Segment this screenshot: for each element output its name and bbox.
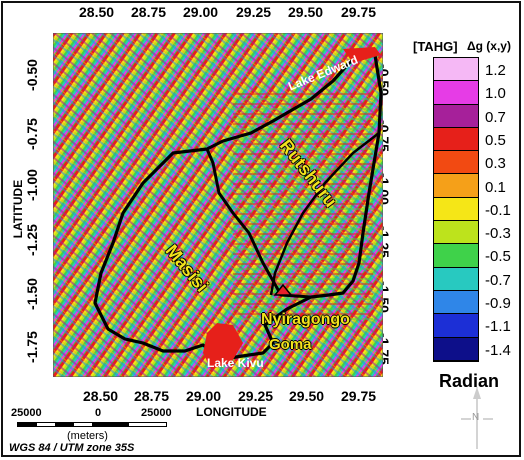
colorbar-swatch [434, 197, 478, 222]
lat-tick-left: -1.50 [23, 278, 40, 310]
legend-value: -1.1 [485, 318, 511, 336]
colorbar [433, 57, 479, 362]
colorbar-swatch [434, 337, 478, 361]
scale-bar-graphic [17, 422, 167, 427]
colorbar-swatch [434, 81, 478, 105]
colorbar-swatch [434, 314, 478, 338]
colorbar-swatch [434, 58, 478, 82]
legend-value: -0.5 [485, 248, 511, 266]
lat-tick-left: -1.00 [23, 169, 40, 201]
projection-label: WGS 84 / UTM zone 35S [9, 442, 135, 454]
legend-value: 0.7 [485, 108, 506, 126]
lon-tick-top: 28.75 [131, 4, 167, 20]
scale-right-label: 25000 [141, 407, 172, 419]
colorbar-swatch [434, 290, 478, 315]
x-axis-title: LONGITUDE [196, 405, 267, 419]
lake-kivu-label: Lake Kivu [207, 356, 264, 370]
legend-unit: Radian [439, 371, 500, 391]
lat-tick-left: -0.75 [23, 118, 40, 150]
colorbar-rows [434, 58, 478, 361]
colorbar-swatch [434, 127, 478, 152]
legend-method-title: [TAHG] [413, 39, 458, 54]
lat-tick-left: -1.75 [23, 331, 40, 363]
lon-tick-bottom: 28.50 [83, 388, 119, 404]
lon-tick-bottom: 29.50 [289, 388, 325, 404]
lat-tick-left: -1.25 [23, 224, 40, 256]
scale-left-label: 25000 [11, 407, 42, 419]
nyiragongo-label: Nyiragongo [261, 311, 350, 328]
legend-value: 0.5 [485, 131, 506, 149]
lon-tick-top: 29.00 [183, 4, 219, 20]
lon-tick-bottom: 29.75 [341, 388, 377, 404]
north-arrow-icon [461, 387, 493, 449]
north-letter: N [472, 412, 480, 423]
scale-mid-label: 0 [95, 407, 102, 419]
legend-value: -1.4 [485, 341, 511, 359]
colorbar-swatch [434, 151, 478, 175]
lon-tick-bottom: 29.00 [186, 388, 222, 404]
legend-value: -0.7 [485, 271, 511, 289]
legend-value: -0.9 [485, 295, 511, 313]
legend-value: 1.2 [485, 62, 506, 79]
colorbar-swatch [434, 221, 478, 245]
lon-tick-top: 29.75 [341, 4, 377, 20]
colorbar-swatch [434, 174, 478, 198]
gradient-map-panel [53, 33, 383, 377]
colorbar-swatch [434, 244, 478, 268]
lon-tick-bottom: 28.75 [134, 388, 170, 404]
colorbar-swatch [434, 267, 478, 291]
lon-tick-top: 28.50 [79, 4, 115, 20]
lon-tick-top: 29.50 [288, 4, 324, 20]
lon-tick-top: 29.25 [236, 4, 272, 20]
lat-tick-left: -0.50 [23, 59, 40, 91]
y-axis-title: LATITUDE [11, 179, 26, 239]
legend-value: 0.3 [485, 155, 506, 173]
legend-value: -0.3 [485, 225, 511, 243]
lon-tick-bottom: 29.25 [238, 388, 274, 404]
colorbar-swatch [434, 104, 478, 128]
goma-label: Goma [269, 336, 312, 353]
legend-value: 1.0 [485, 85, 506, 103]
legend-value: 0.1 [485, 178, 506, 196]
scale-unit: (meters) [67, 430, 108, 442]
legend-quantity-title: Δg (x,y) [467, 39, 511, 53]
legend-value: -0.1 [485, 201, 511, 219]
